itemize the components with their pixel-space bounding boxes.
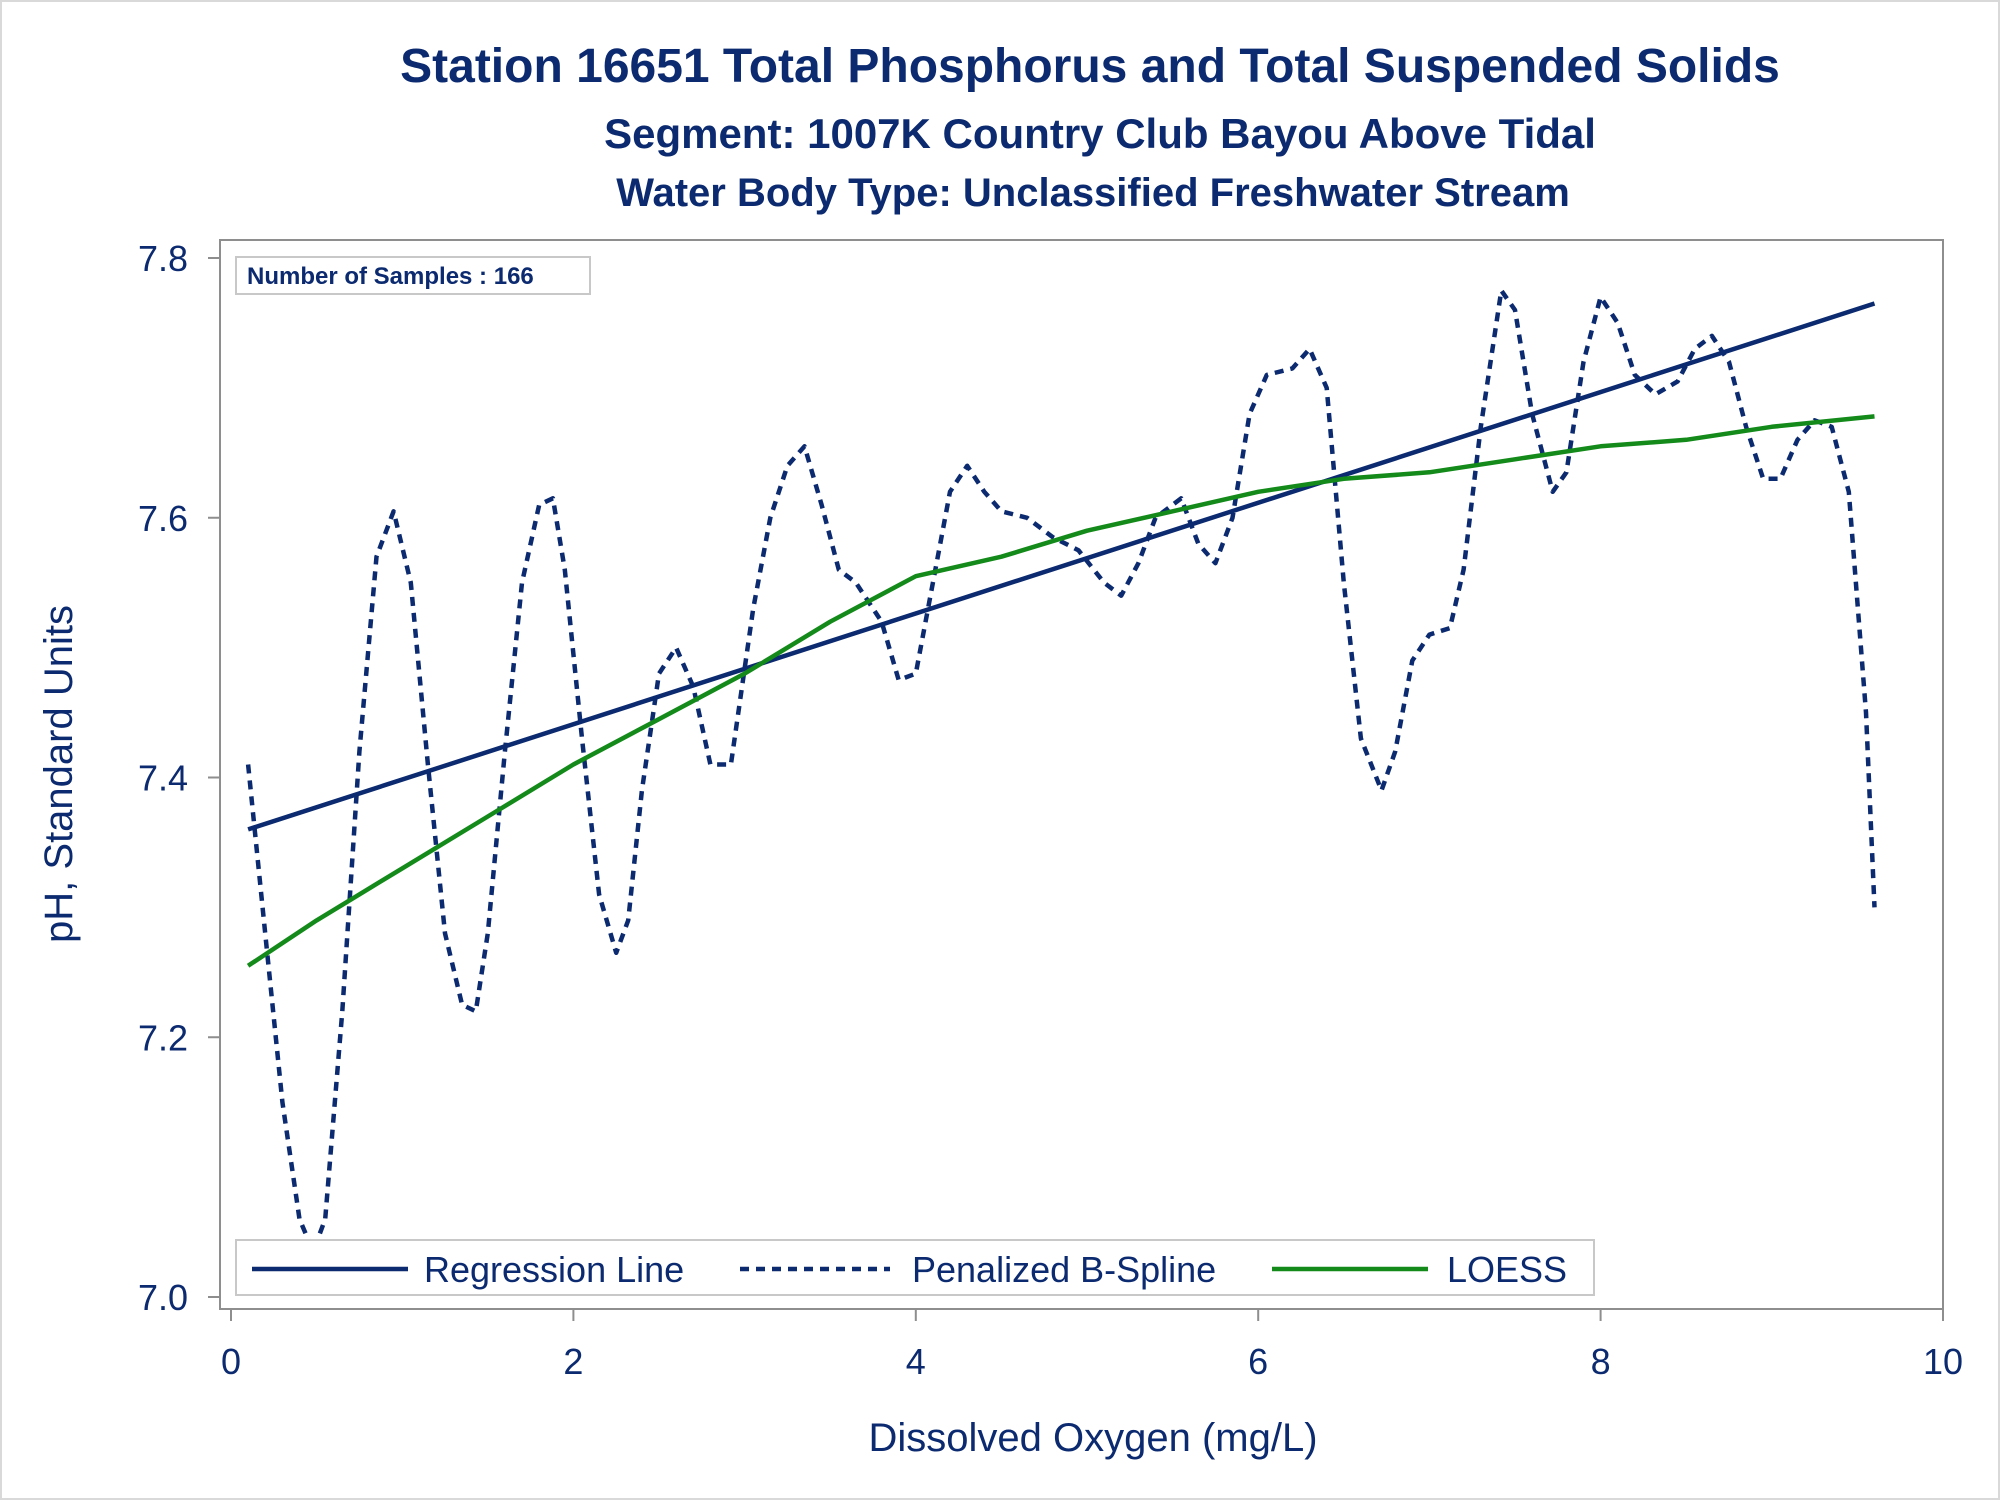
legend-label: Regression Line bbox=[424, 1249, 684, 1290]
plot-area bbox=[219, 239, 1944, 1310]
x-tick-label: 8 bbox=[1591, 1341, 1611, 1382]
legend: Regression Line Penalized B-Spline LOESS bbox=[235, 1239, 1595, 1296]
x-tick-label: 10 bbox=[1923, 1341, 1963, 1382]
legend-label: Penalized B-Spline bbox=[912, 1249, 1216, 1290]
chart-subtitle: Segment: 1007K Country Club Bayou Above … bbox=[604, 110, 1596, 157]
x-tick-label: 0 bbox=[221, 1341, 241, 1382]
sample-count-box bbox=[235, 256, 591, 295]
y-tick-label: 7.6 bbox=[138, 498, 188, 539]
series-line-penalized-b-spline bbox=[245, 288, 1877, 1254]
x-axis-label: Dissolved Oxygen (mg/L) bbox=[868, 1416, 1317, 1460]
y-tick-label: 7.8 bbox=[138, 238, 188, 279]
y-axis: 7.0 7.2 7.4 7.6 7.8 bbox=[138, 238, 220, 1318]
chart-title: Station 16651 Total Phosphorus and Total… bbox=[400, 40, 1780, 93]
x-tick-label: 2 bbox=[563, 1341, 583, 1382]
sample-count-text: Number of Samples : 166 bbox=[247, 263, 534, 290]
y-tick-label: 7.0 bbox=[138, 1277, 188, 1318]
series-layer bbox=[245, 288, 1877, 1254]
x-tick-label: 6 bbox=[1248, 1341, 1268, 1382]
series-line-loess bbox=[246, 414, 1875, 968]
y-axis-label: pH, Standard Units bbox=[37, 605, 81, 943]
y-tick-label: 7.2 bbox=[138, 1017, 188, 1058]
series-line-regression-line bbox=[247, 301, 1876, 832]
chart-subtitle-2: Water Body Type: Unclassified Freshwater… bbox=[616, 171, 1570, 215]
y-tick-label: 7.4 bbox=[138, 758, 188, 799]
legend-label: LOESS bbox=[1447, 1249, 1567, 1290]
x-tick-label: 4 bbox=[906, 1341, 926, 1382]
x-axis: 0 2 4 6 8 10 bbox=[221, 1309, 1963, 1382]
